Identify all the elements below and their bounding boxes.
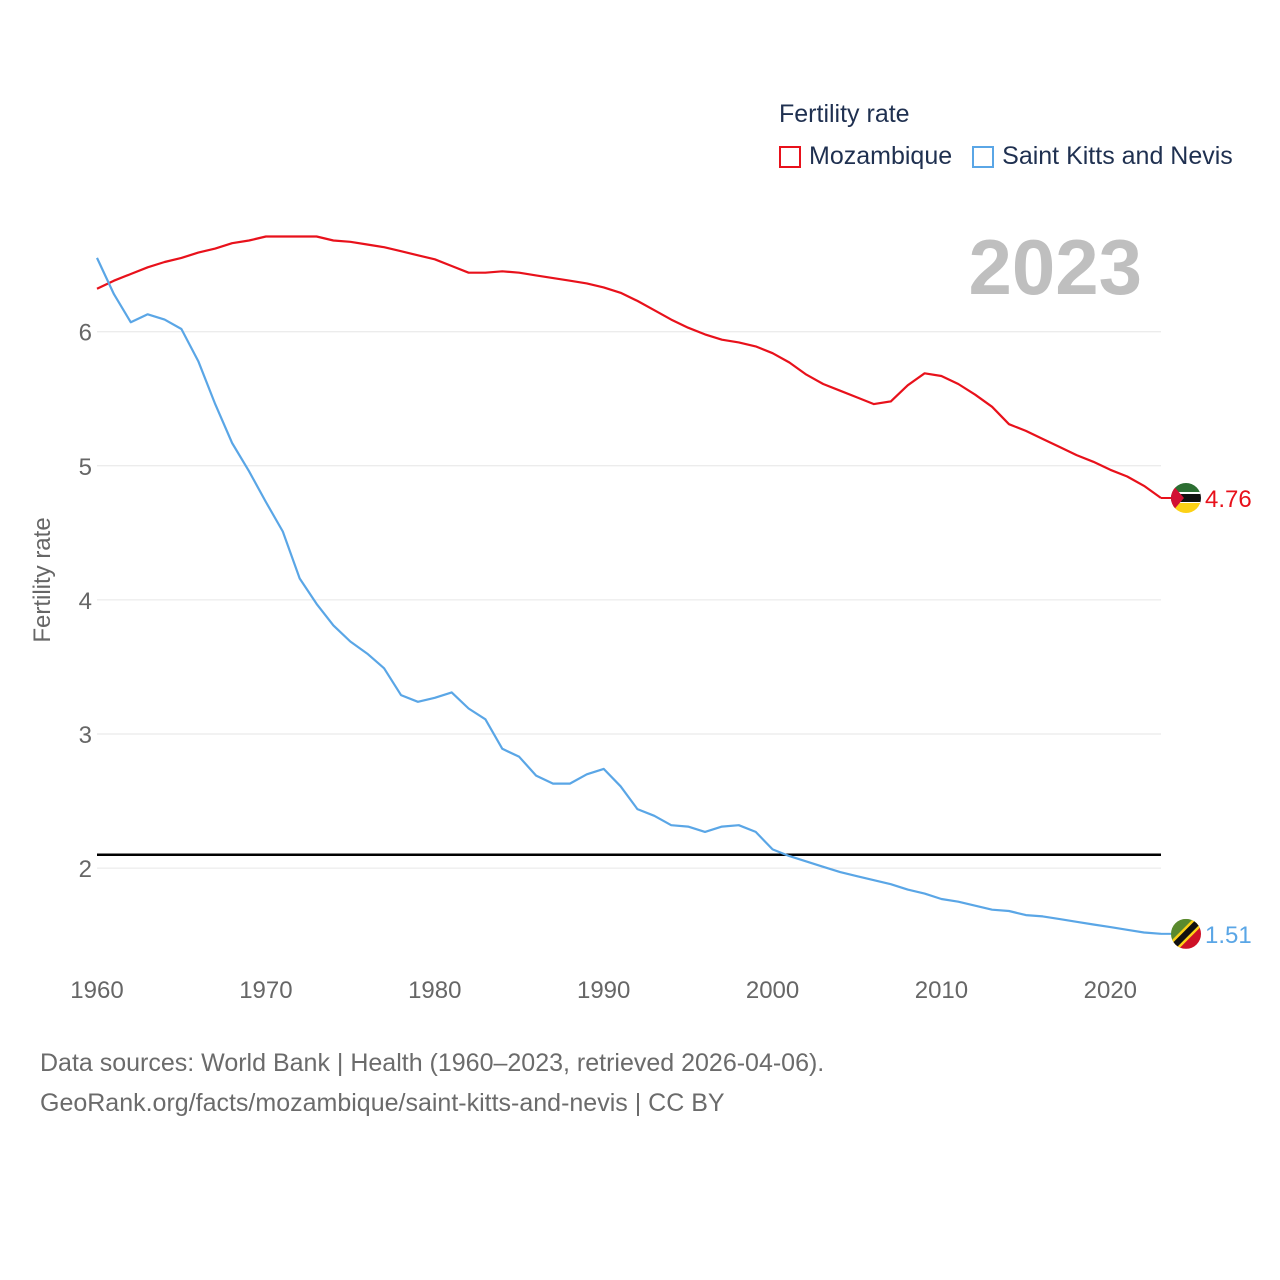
x-tick-label: 1990 — [577, 977, 630, 1004]
x-tick-label: 2010 — [915, 977, 968, 1004]
x-tick-label: 2020 — [1084, 977, 1137, 1004]
sources-line-2[interactable]: GeoRank.org/facts/mozambique/saint-kitts… — [40, 1089, 725, 1117]
end-value-label: 1.51 — [1205, 922, 1252, 949]
x-tick-label: 1970 — [239, 977, 292, 1004]
legend-swatch-mozambique — [779, 145, 801, 168]
legend-item-mozambique[interactable]: Mozambique — [779, 142, 952, 171]
x-tick-label: 1980 — [408, 977, 461, 1004]
y-tick-label: 3 — [79, 722, 92, 749]
series-line-mozambique — [96, 235, 1162, 499]
end-value-label: 4.76 — [1205, 486, 1252, 513]
legend-label-mozambique: Mozambique — [809, 142, 953, 170]
x-tick-label: 2000 — [746, 977, 799, 1004]
legend-label-saint-kitts-and-nevis: Saint Kitts and Nevis — [1002, 142, 1233, 170]
y-tick-label: 6 — [79, 320, 92, 347]
legend: Mozambique Saint Kitts and Nevis — [779, 142, 1253, 171]
y-tick-label: 4 — [79, 588, 92, 615]
saint-kitts-and-nevis-flag-icon — [1171, 918, 1201, 949]
legend-swatch-saint-kitts-and-nevis — [972, 145, 995, 168]
y-tick-label: 2 — [79, 856, 92, 883]
x-tick-label: 1960 — [70, 977, 123, 1004]
legend-item-saint-kitts-and-nevis[interactable]: Saint Kitts and Nevis — [972, 142, 1233, 171]
mozambique-flag-icon — [1171, 482, 1201, 513]
year-label: 2023 — [968, 223, 1142, 311]
y-tick-label: 5 — [79, 454, 92, 481]
sources-line-1: Data sources: World Bank | Health (1960–… — [40, 1049, 825, 1077]
sources: Data sources: World Bank | Health (1960–… — [40, 1043, 824, 1123]
series-line-saint-kitts-and-nevis — [96, 257, 1162, 935]
legend-title: Fertility rate — [779, 100, 910, 128]
